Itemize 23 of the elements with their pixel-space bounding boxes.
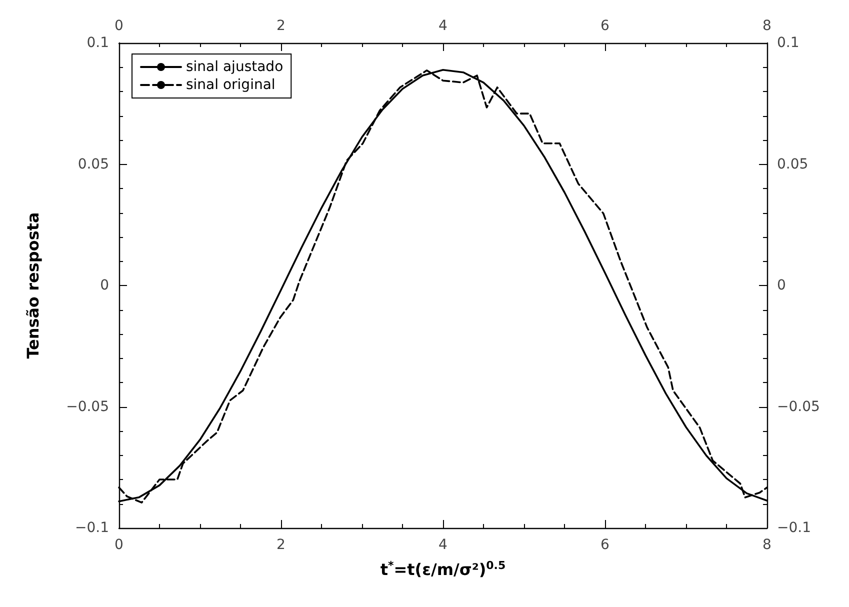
y2-tick-label: 0 (777, 278, 786, 294)
y-tick-label: 0.05 (78, 156, 109, 172)
y-tick-label: −0.05 (66, 398, 109, 415)
x-tick-label: 8 (762, 537, 772, 553)
y2-tick-label: 0.1 (777, 35, 800, 51)
y2-tick-label: −0.1 (777, 520, 811, 536)
x-tick-label: 0 (114, 537, 124, 553)
y2-tick-label: 0.05 (777, 156, 808, 172)
y-axis-title: Tensão resposta (24, 212, 42, 359)
legend-label: sinal original (186, 77, 276, 93)
x-tick-label: 4 (438, 537, 448, 553)
x2-tick-label: 0 (114, 18, 124, 34)
x2-tick-label: 2 (276, 18, 286, 34)
x2-tick-label: 8 (762, 18, 772, 34)
x2-tick-label: 6 (600, 18, 610, 34)
x2-tick-label: 4 (438, 18, 448, 34)
x-tick-label: 2 (276, 537, 286, 553)
y-tick-label: −0.1 (75, 520, 109, 536)
x-tick-label: 6 (600, 537, 610, 553)
y-tick-label: 0.1 (86, 35, 109, 51)
y-tick-label: 0 (100, 278, 109, 294)
y2-tick-label: −0.05 (777, 398, 820, 415)
legend-label: sinal ajustado (186, 59, 284, 75)
